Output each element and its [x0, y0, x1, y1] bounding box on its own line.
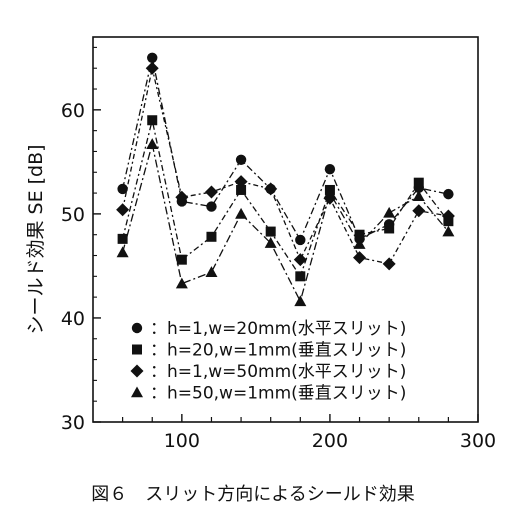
series-line-3	[121, 68, 449, 265]
y-axis-label: シールド効果 SE [dB]	[25, 144, 47, 334]
data-point-triangle	[294, 295, 307, 307]
data-point-diamond	[382, 257, 396, 271]
x-tick-label: 200	[312, 430, 348, 452]
data-point-diamond	[175, 190, 189, 204]
data-point-circle	[324, 163, 336, 175]
series-line-2	[121, 120, 449, 278]
y-tick-label: 60	[61, 100, 85, 122]
data-point-square	[265, 226, 276, 237]
data-point-triangle	[205, 266, 218, 277]
plot-frame	[92, 36, 479, 423]
legend-marker-circle	[131, 322, 143, 334]
y-tick-label: 50	[61, 204, 85, 226]
legend-marker-triangle	[131, 386, 143, 398]
legend-marker-square	[132, 344, 142, 355]
data-point-triangle	[442, 225, 455, 237]
y-tick-label: 40	[61, 308, 85, 330]
series-line-1	[121, 57, 449, 242]
data-point-square	[117, 233, 128, 244]
data-point-square	[413, 177, 424, 188]
data-point-diamond	[293, 253, 307, 267]
data-point-square	[236, 184, 247, 195]
data-point-square	[147, 115, 158, 126]
data-point-square	[384, 223, 395, 234]
series-lines	[121, 57, 449, 304]
data-point-diamond	[353, 251, 367, 265]
legend-label: ：h=20,w=1mm(垂直スリット)	[150, 341, 406, 361]
figure-caption: 図６ スリット方向によるシールド効果	[91, 484, 414, 505]
x-tick-label: 300	[460, 430, 496, 452]
data-point-triangle	[146, 138, 159, 149]
data-point-circle	[235, 154, 247, 165]
data-point-triangle	[116, 246, 129, 258]
y-tick-label: 30	[61, 412, 85, 434]
axis-ticks: 100 200 300 30 40 50 60	[61, 46, 496, 452]
data-point-diamond	[264, 182, 278, 196]
legend-label: ：h=1,w=50mm(水平スリット)	[150, 362, 406, 382]
data-point-triangle	[412, 190, 425, 202]
data-point-triangle	[264, 237, 277, 248]
data-point-triangle	[353, 238, 366, 249]
data-point-square	[176, 254, 187, 265]
legend-marker-diamond	[130, 364, 144, 378]
data-point-diamond	[234, 175, 248, 189]
data-point-triangle	[235, 207, 248, 219]
data-point-diamond	[204, 185, 218, 199]
data-point-square	[206, 231, 217, 242]
data-point-circle	[147, 52, 158, 64]
legend-label: ：h=50,w=1mm(垂直スリット)	[150, 384, 406, 404]
legend: ：h=1,w=20mm(水平スリット)：h=20,w=1mm(垂直スリット)：h…	[130, 319, 406, 404]
data-point-diamond	[441, 209, 455, 223]
data-point-circle	[117, 183, 128, 195]
data-point-diamond	[145, 61, 159, 75]
x-tick-label: 100	[164, 430, 200, 452]
data-point-triangle	[323, 187, 336, 198]
data-point-circle	[206, 201, 217, 212]
data-point-triangle	[175, 277, 188, 289]
data-point-circle	[443, 188, 454, 200]
data-point-diamond	[116, 203, 130, 217]
data-point-circle	[295, 234, 306, 246]
legend-label: ：h=1,w=20mm(水平スリット)	[150, 319, 406, 339]
data-point-square	[354, 229, 365, 240]
data-point-diamond	[412, 204, 426, 218]
data-point-square	[295, 271, 306, 282]
data-point-triangle	[383, 206, 396, 218]
series-markers	[116, 52, 455, 307]
